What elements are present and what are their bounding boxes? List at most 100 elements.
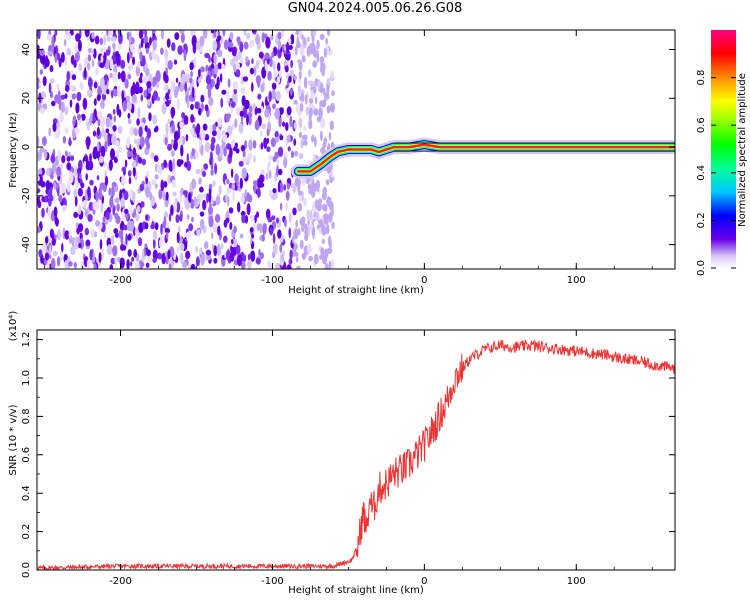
noise-speckle bbox=[212, 222, 218, 233]
noise-speckle bbox=[143, 89, 148, 98]
noise-speckle bbox=[54, 30, 58, 36]
y-tick-label: 0.0 bbox=[21, 562, 32, 578]
chart-title: GN04.2024.005.06.26.G08 bbox=[287, 1, 463, 16]
noise-speckle bbox=[172, 139, 178, 151]
noise-speckle bbox=[268, 90, 272, 102]
noise-speckle bbox=[202, 199, 207, 211]
noise-speckle bbox=[301, 55, 306, 63]
noise-speckle bbox=[100, 116, 106, 128]
noise-speckle bbox=[303, 125, 307, 131]
noise-speckle bbox=[193, 196, 197, 207]
noise-speckle bbox=[211, 68, 215, 77]
noise-speckle bbox=[94, 35, 100, 45]
noise-speckle bbox=[193, 56, 197, 66]
noise-speckle bbox=[205, 74, 211, 85]
noise-speckle bbox=[240, 144, 246, 152]
noise-speckle bbox=[270, 34, 274, 41]
noise-speckle bbox=[133, 208, 136, 216]
noise-speckle bbox=[111, 134, 117, 146]
noise-speckle bbox=[153, 54, 159, 61]
noise-speckle bbox=[214, 64, 219, 75]
noise-speckle bbox=[208, 54, 211, 63]
noise-speckle bbox=[117, 71, 121, 80]
noise-speckle bbox=[217, 35, 222, 41]
noise-speckle bbox=[71, 74, 77, 81]
noise-speckle bbox=[93, 98, 97, 106]
noise-speckle bbox=[80, 182, 85, 189]
noise-speckle bbox=[298, 117, 303, 129]
noise-speckle bbox=[171, 42, 176, 52]
noise-speckle bbox=[64, 56, 68, 67]
noise-speckle bbox=[149, 37, 152, 46]
noise-speckle bbox=[61, 242, 64, 253]
noise-speckle bbox=[165, 232, 169, 240]
noise-speckle bbox=[160, 223, 163, 235]
noise-speckle bbox=[196, 229, 201, 237]
noise-speckle bbox=[250, 250, 256, 262]
noise-speckle bbox=[140, 94, 144, 102]
noise-speckle bbox=[135, 214, 140, 222]
noise-speckle bbox=[180, 144, 184, 157]
noise-speckle bbox=[176, 231, 180, 244]
noise-speckle bbox=[186, 231, 192, 239]
noise-speckle bbox=[304, 93, 308, 105]
noise-speckle bbox=[236, 36, 241, 43]
noise-speckle bbox=[293, 228, 299, 240]
noise-speckle bbox=[191, 148, 195, 157]
noise-speckle bbox=[168, 213, 172, 222]
noise-speckle bbox=[276, 217, 279, 224]
noise-speckle bbox=[87, 62, 91, 71]
noise-speckle bbox=[274, 151, 280, 159]
noise-speckle bbox=[208, 96, 214, 107]
noise-speckle bbox=[320, 247, 325, 256]
noise-speckle bbox=[44, 252, 50, 261]
noise-speckle bbox=[132, 84, 137, 92]
noise-speckle bbox=[164, 74, 169, 84]
noise-speckle bbox=[277, 229, 282, 239]
noise-speckle bbox=[73, 261, 77, 269]
noise-speckle bbox=[204, 241, 209, 250]
noise-speckle bbox=[73, 211, 79, 218]
noise-speckle bbox=[203, 163, 209, 171]
noise-speckle bbox=[53, 193, 56, 203]
noise-speckle bbox=[293, 75, 297, 81]
noise-speckle bbox=[298, 152, 304, 160]
noise-speckle bbox=[210, 168, 214, 176]
noise-speckle bbox=[96, 175, 100, 181]
noise-speckle bbox=[231, 139, 235, 149]
noise-speckle bbox=[152, 114, 158, 125]
noise-speckle bbox=[251, 233, 255, 239]
noise-speckle bbox=[235, 68, 241, 78]
noise-speckle bbox=[99, 62, 105, 69]
noise-speckle bbox=[296, 265, 301, 269]
noise-speckle bbox=[284, 65, 289, 73]
noise-speckle bbox=[308, 107, 313, 117]
noise-speckle bbox=[265, 208, 271, 220]
noise-speckle bbox=[37, 175, 40, 182]
noise-speckle bbox=[238, 122, 244, 134]
noise-speckle bbox=[257, 177, 262, 189]
noise-speckle bbox=[99, 37, 104, 46]
noise-speckle bbox=[114, 232, 119, 238]
noise-speckle bbox=[324, 263, 329, 269]
noise-speckle bbox=[97, 118, 101, 127]
noise-speckle bbox=[246, 32, 251, 40]
noise-speckle bbox=[152, 257, 157, 263]
noise-speckle bbox=[137, 60, 141, 69]
noise-speckle bbox=[147, 254, 152, 263]
noise-speckle bbox=[316, 50, 319, 61]
noise-speckle bbox=[145, 262, 150, 268]
noise-speckle bbox=[267, 70, 272, 81]
noise-speckle bbox=[233, 81, 239, 90]
noise-speckle bbox=[173, 86, 179, 99]
noise-speckle bbox=[285, 201, 288, 211]
noise-speckle bbox=[285, 87, 290, 94]
noise-speckle bbox=[260, 169, 266, 176]
noise-speckle bbox=[217, 41, 221, 50]
noise-speckle bbox=[151, 30, 156, 34]
noise-speckle bbox=[184, 161, 188, 168]
noise-speckle bbox=[54, 53, 58, 63]
noise-speckle bbox=[280, 260, 284, 266]
noise-speckle bbox=[199, 247, 203, 255]
